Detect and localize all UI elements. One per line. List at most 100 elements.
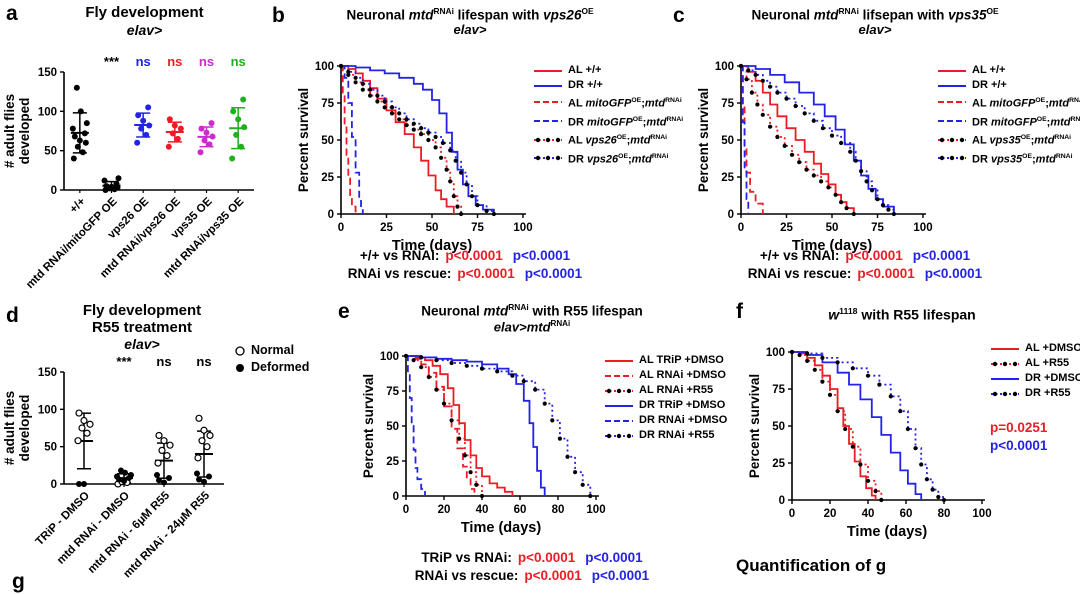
svg-text:0: 0 — [779, 495, 785, 507]
svg-text:80: 80 — [552, 504, 565, 516]
legend-label: AL vps26OE;mtdRNAi — [568, 134, 668, 147]
svg-text:ns: ns — [196, 354, 211, 369]
pvalue-row: TRiP vs RNAi: p<0.0001 p<0.0001 — [421, 550, 643, 565]
pvalue-row: RNAi vs rescue: p<0.0001 p<0.0001 — [347, 266, 583, 281]
legend-label: DR mitoGFPOE;mtdRNAi — [568, 115, 684, 129]
legend-label: AL +R55 — [1025, 357, 1070, 369]
panel-f-label: f — [736, 300, 743, 323]
panel-e-title: Neuronal mtdRNAi with R55 lifespan — [421, 302, 643, 319]
panel-g-label: g — [12, 570, 25, 593]
svg-text:75: 75 — [386, 386, 399, 398]
panel-c-legend: AL +/+ DR +/+ AL mitoGFPOE;mtdRNAi DR mitoG… — [937, 64, 1080, 167]
panel-f-title: w1118 with R55 lifespan — [828, 306, 976, 323]
svg-text:25: 25 — [321, 172, 334, 184]
legend-item: DR mitoGFPOE;mtdRNAi — [937, 113, 1080, 130]
panel-f-legend: AL +DMSO AL +R55 DR +DMSO DR +R55 — [990, 342, 1080, 400]
svg-text:75: 75 — [721, 98, 734, 110]
panel-c: c Neuronal mtdRNAi lifsepan with vps35OE… — [665, 0, 1080, 300]
legend-item: AL RNAi +DMSO — [604, 369, 727, 382]
panel-b-subtitle: elav> — [453, 22, 487, 37]
legend-item: Deformed — [234, 361, 309, 374]
legend-label: AL TRiP +DMSO — [639, 354, 724, 366]
panel-c-subtitle: elav> — [858, 22, 892, 37]
svg-text:***: *** — [104, 54, 120, 69]
svg-text:50: 50 — [386, 421, 399, 433]
legend-label: AL +/+ — [568, 64, 602, 76]
pvalue-row: +/+ vs RNAi: p<0.0001 p<0.0001 — [359, 248, 571, 263]
legend-label: DR +/+ — [568, 79, 603, 91]
legend-label: DR RNAi +R55 — [639, 429, 715, 441]
svg-text:100: 100 — [513, 222, 532, 234]
legend-item: DR TRiP +DMSO — [604, 399, 727, 412]
panel-e-subtitle: elav>mtdRNAi — [493, 319, 571, 335]
legend-item: Normal — [234, 344, 309, 357]
legend-label: DR vps26OE;mtdRNAi — [568, 152, 669, 166]
panel-a: a Fly development elav> 0 50 100 150 # adult… — [2, 2, 264, 298]
svg-text:Percent survival: Percent survival — [696, 88, 711, 192]
svg-text:20: 20 — [824, 508, 837, 520]
panel-d-marker-legend: Normal Deformed — [234, 344, 309, 374]
legend-label: DR RNAi +DMSO — [639, 414, 728, 426]
svg-text:Percent survival: Percent survival — [296, 88, 311, 192]
legend-item: AL +R55 — [990, 357, 1080, 370]
svg-text:20: 20 — [438, 504, 451, 516]
panel-d-title: Fly development — [82, 302, 202, 319]
svg-text:100: 100 — [315, 61, 334, 73]
legend-label: AL RNAi +DMSO — [639, 369, 726, 381]
panel-b: b Neuronal mtdRNAi lifespan with vps26OE… — [265, 0, 683, 300]
legend-label: AL vps35OE;mtdRNAi — [972, 134, 1072, 147]
legend-item: AL mitoGFPOE;mtdRNAi — [937, 94, 1080, 111]
legend-item: DR vps35OE;mtdRNAi — [937, 150, 1080, 167]
panel-e-legend: AL TRiP +DMSO AL RNAi +DMSO AL RNAi +R55 DR… — [604, 354, 727, 442]
legend-item: AL RNAi +R55 — [604, 384, 727, 397]
legend-item: DR +R55 — [990, 387, 1080, 400]
legend-item: AL +/+ — [533, 64, 683, 77]
legend-label: AL mitoGFPOE;mtdRNAi — [568, 97, 682, 110]
svg-text:developed: developed — [17, 395, 32, 462]
panel-c-title: Neuronal mtdRNAi lifsepan with vps35OE — [751, 6, 999, 23]
svg-text:50: 50 — [772, 421, 785, 433]
legend-item: AL vps35OE;mtdRNAi — [937, 131, 1080, 148]
legend-label: AL +/+ — [972, 64, 1006, 76]
legend-item: AL vps26OE;mtdRNAi — [533, 131, 683, 148]
svg-text:80: 80 — [938, 508, 951, 520]
panel-a-title: Fly development — [85, 4, 204, 21]
legend-item: DR RNAi +DMSO — [604, 414, 727, 427]
svg-text:25: 25 — [780, 222, 793, 234]
legend-item: AL TRiP +DMSO — [604, 354, 727, 367]
pvalue-row: p=0.0251 — [990, 420, 1048, 435]
panel-e-pvalues: TRiP vs RNAi: p<0.0001 p<0.0001 RNAi vs res… — [357, 550, 707, 586]
svg-text:100: 100 — [586, 504, 605, 516]
legend-item: DR +/+ — [533, 79, 683, 92]
panel-d-title2: R55 treatment — [91, 319, 193, 336]
legend-label: Deformed — [251, 360, 310, 374]
svg-text:75: 75 — [772, 384, 785, 396]
panel-b-legend: AL +/+ DR +/+ AL mitoGFPOE;mtdRNAi DR mitoG… — [533, 64, 683, 167]
pvalue-row: RNAi vs rescue: p<0.0001 p<0.0001 — [747, 266, 983, 281]
svg-text:150: 150 — [38, 67, 57, 79]
svg-text:0: 0 — [789, 508, 795, 520]
svg-text:40: 40 — [862, 508, 875, 520]
svg-text:ns: ns — [156, 354, 171, 369]
svg-text:# adult flies: # adult flies — [2, 94, 17, 168]
panel-d-label: d — [6, 304, 19, 327]
svg-text:150: 150 — [38, 367, 57, 379]
svg-text:75: 75 — [471, 222, 484, 234]
svg-text:50: 50 — [44, 442, 57, 454]
svg-text:0: 0 — [51, 479, 57, 491]
svg-text:75: 75 — [321, 98, 334, 110]
svg-text:0: 0 — [738, 222, 744, 234]
legend-label: AL RNAi +R55 — [639, 384, 714, 396]
legend-item: DR +DMSO — [990, 372, 1080, 385]
svg-text:25: 25 — [386, 456, 399, 468]
svg-text:50: 50 — [721, 135, 734, 147]
svg-text:0: 0 — [328, 209, 334, 221]
svg-text:60: 60 — [900, 508, 913, 520]
legend-label: DR +/+ — [972, 79, 1007, 91]
svg-text:0: 0 — [403, 504, 409, 516]
legend-item: DR +/+ — [937, 79, 1080, 92]
legend-item: AL +DMSO — [990, 342, 1080, 355]
quantification-caption: Quantification of g — [736, 556, 887, 575]
